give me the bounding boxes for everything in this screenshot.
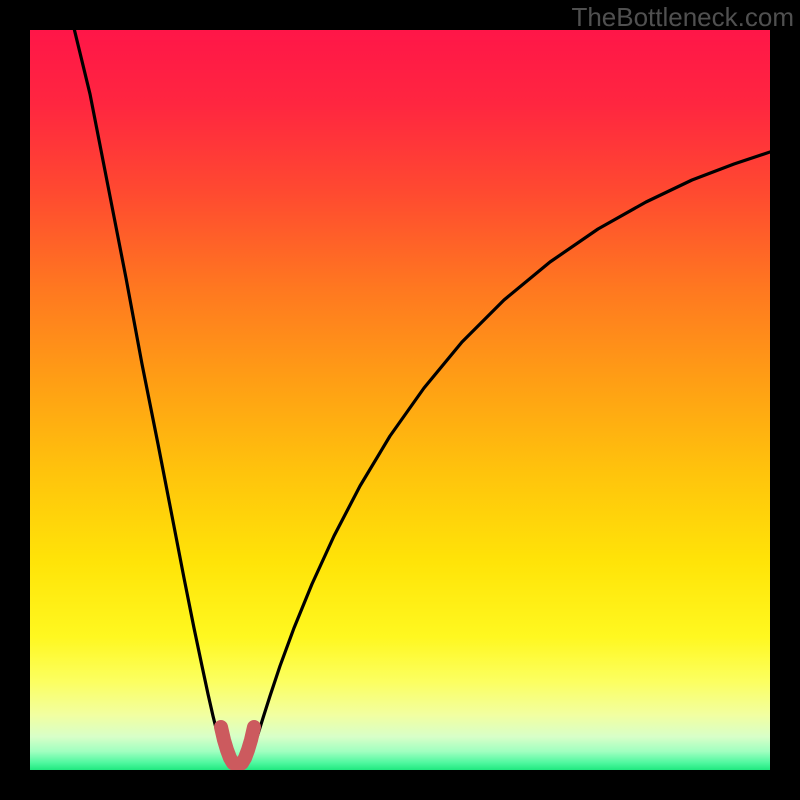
plot-area [30,30,770,770]
curve-layer [30,30,770,770]
bottleneck-curve [72,30,770,769]
curve-minimum-marker [221,727,254,765]
watermark-text: TheBottleneck.com [571,2,794,33]
